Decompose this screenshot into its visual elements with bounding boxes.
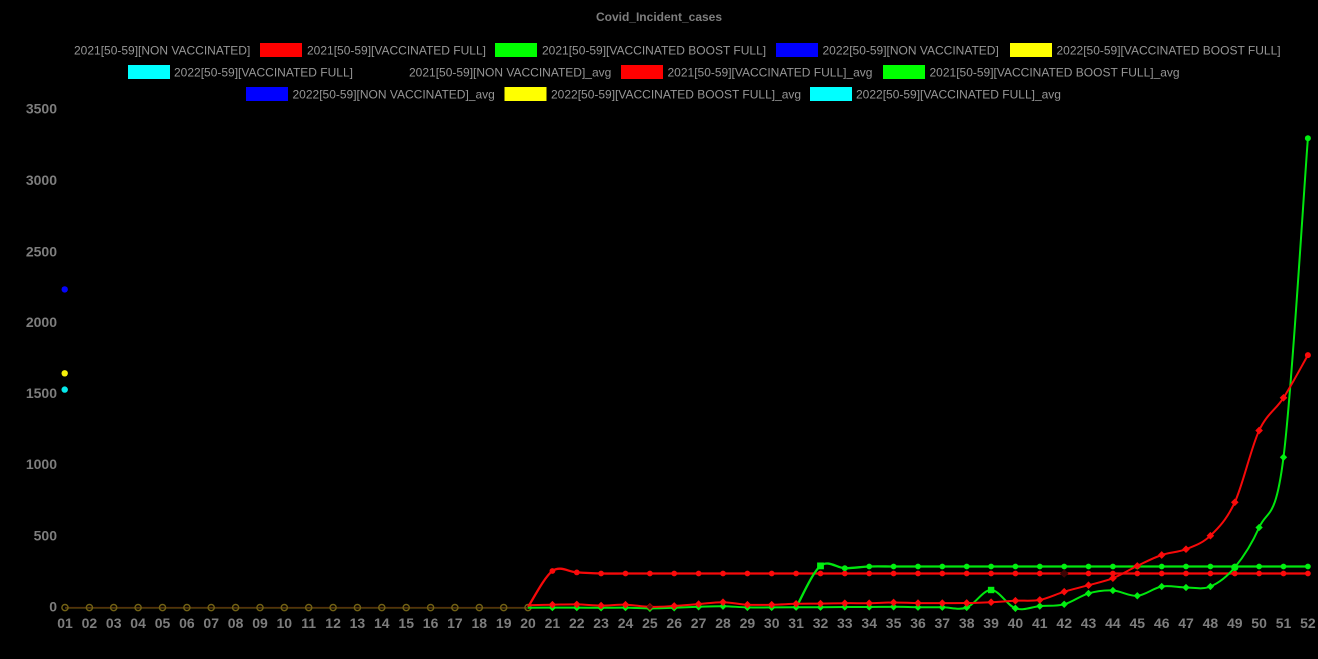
svg-text:15: 15 — [398, 615, 414, 631]
svg-text:39: 39 — [983, 615, 999, 631]
svg-text:29: 29 — [740, 615, 756, 631]
svg-text:09: 09 — [252, 615, 268, 631]
svg-text:23: 23 — [593, 615, 609, 631]
svg-text:2500: 2500 — [26, 244, 57, 260]
svg-text:10: 10 — [277, 615, 293, 631]
svg-text:25: 25 — [642, 615, 658, 631]
svg-text:3000: 3000 — [26, 172, 57, 188]
svg-text:30: 30 — [764, 615, 780, 631]
svg-text:14: 14 — [374, 615, 390, 631]
svg-text:20: 20 — [520, 615, 536, 631]
svg-text:17: 17 — [447, 615, 463, 631]
svg-text:2022[50-59][VACCINATED FULL]_a: 2022[50-59][VACCINATED FULL]_avg — [856, 87, 1061, 101]
svg-text:12: 12 — [325, 615, 341, 631]
svg-text:35: 35 — [886, 615, 902, 631]
svg-text:51: 51 — [1276, 615, 1292, 631]
svg-text:31: 31 — [788, 615, 804, 631]
svg-text:1000: 1000 — [26, 456, 57, 472]
svg-text:37: 37 — [935, 615, 951, 631]
svg-text:01: 01 — [57, 615, 73, 631]
svg-text:2021[50-59][VACCINATED FULL]_a: 2021[50-59][VACCINATED FULL]_avg — [668, 65, 873, 79]
svg-text:38: 38 — [959, 615, 975, 631]
svg-text:2021[50-59][VACCINATED BOOST F: 2021[50-59][VACCINATED BOOST FULL]_avg — [930, 65, 1180, 79]
svg-text:16: 16 — [423, 615, 439, 631]
svg-text:46: 46 — [1154, 615, 1170, 631]
svg-text:2021[50-59][VACCINATED FULL]: 2021[50-59][VACCINATED FULL] — [307, 43, 486, 57]
svg-text:2021[50-59][VACCINATED BOOST F: 2021[50-59][VACCINATED BOOST FULL] — [542, 43, 766, 57]
svg-text:02: 02 — [82, 615, 98, 631]
svg-text:45: 45 — [1130, 615, 1146, 631]
svg-text:19: 19 — [496, 615, 512, 631]
svg-text:22: 22 — [569, 615, 585, 631]
svg-text:36: 36 — [910, 615, 926, 631]
svg-text:3500: 3500 — [26, 101, 57, 117]
svg-text:50: 50 — [1251, 615, 1267, 631]
svg-text:2021[50-59][NON VACCINATED]: 2021[50-59][NON VACCINATED] — [74, 43, 250, 57]
svg-text:08: 08 — [228, 615, 244, 631]
svg-text:04: 04 — [130, 615, 146, 631]
svg-text:2022[50-59][NON VACCINATED]_av: 2022[50-59][NON VACCINATED]_avg — [293, 87, 495, 101]
svg-text:11: 11 — [301, 615, 316, 631]
svg-text:2022[50-59][VACCINATED BOOST F: 2022[50-59][VACCINATED BOOST FULL]_avg — [551, 87, 801, 101]
svg-text:44: 44 — [1105, 615, 1121, 631]
svg-text:2022[50-59][VACCINATED BOOST F: 2022[50-59][VACCINATED BOOST FULL] — [1057, 43, 1281, 57]
svg-text:1500: 1500 — [26, 385, 57, 401]
svg-text:40: 40 — [1008, 615, 1024, 631]
svg-text:2000: 2000 — [26, 314, 57, 330]
svg-text:03: 03 — [106, 615, 122, 631]
svg-text:34: 34 — [861, 615, 877, 631]
svg-text:05: 05 — [155, 615, 171, 631]
svg-text:42: 42 — [1056, 615, 1072, 631]
svg-text:27: 27 — [691, 615, 707, 631]
svg-text:33: 33 — [837, 615, 853, 631]
svg-text:26: 26 — [666, 615, 682, 631]
svg-text:07: 07 — [203, 615, 219, 631]
svg-text:06: 06 — [179, 615, 195, 631]
svg-text:0: 0 — [49, 598, 57, 614]
svg-text:48: 48 — [1203, 615, 1219, 631]
svg-text:49: 49 — [1227, 615, 1243, 631]
svg-text:2021[50-59][NON VACCINATED]_av: 2021[50-59][NON VACCINATED]_avg — [409, 65, 611, 79]
svg-text:2022[50-59][NON VACCINATED]: 2022[50-59][NON VACCINATED] — [823, 43, 999, 57]
svg-text:24: 24 — [618, 615, 634, 631]
svg-text:500: 500 — [34, 528, 58, 544]
svg-text:13: 13 — [350, 615, 366, 631]
svg-text:43: 43 — [1081, 615, 1097, 631]
svg-text:41: 41 — [1032, 615, 1048, 631]
svg-text:47: 47 — [1178, 615, 1194, 631]
svg-text:18: 18 — [472, 615, 488, 631]
svg-text:2022[50-59][VACCINATED FULL]: 2022[50-59][VACCINATED FULL] — [174, 65, 353, 79]
svg-text:52: 52 — [1300, 615, 1316, 631]
svg-text:28: 28 — [715, 615, 731, 631]
svg-text:Covid_Incident_cases: Covid_Incident_cases — [596, 10, 722, 24]
svg-text:21: 21 — [545, 615, 561, 631]
svg-text:32: 32 — [813, 615, 829, 631]
